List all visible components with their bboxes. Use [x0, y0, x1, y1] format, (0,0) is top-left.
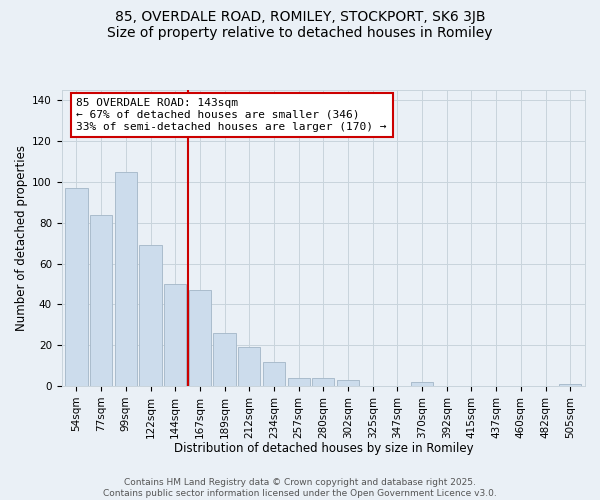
Bar: [115, 172, 137, 386]
Bar: [90, 214, 112, 386]
Bar: [238, 347, 260, 386]
X-axis label: Distribution of detached houses by size in Romiley: Distribution of detached houses by size …: [173, 442, 473, 455]
Bar: [263, 362, 285, 386]
Bar: [559, 384, 581, 386]
Bar: [411, 382, 433, 386]
Bar: [287, 378, 310, 386]
Bar: [337, 380, 359, 386]
Bar: [189, 290, 211, 386]
Text: Contains HM Land Registry data © Crown copyright and database right 2025.
Contai: Contains HM Land Registry data © Crown c…: [103, 478, 497, 498]
Bar: [65, 188, 88, 386]
Bar: [312, 378, 334, 386]
Bar: [214, 333, 236, 386]
Bar: [139, 245, 161, 386]
Text: 85, OVERDALE ROAD, ROMILEY, STOCKPORT, SK6 3JB
Size of property relative to deta: 85, OVERDALE ROAD, ROMILEY, STOCKPORT, S…: [107, 10, 493, 40]
Y-axis label: Number of detached properties: Number of detached properties: [15, 145, 28, 331]
Text: 85 OVERDALE ROAD: 143sqm
← 67% of detached houses are smaller (346)
33% of semi-: 85 OVERDALE ROAD: 143sqm ← 67% of detach…: [76, 98, 387, 132]
Bar: [164, 284, 187, 386]
